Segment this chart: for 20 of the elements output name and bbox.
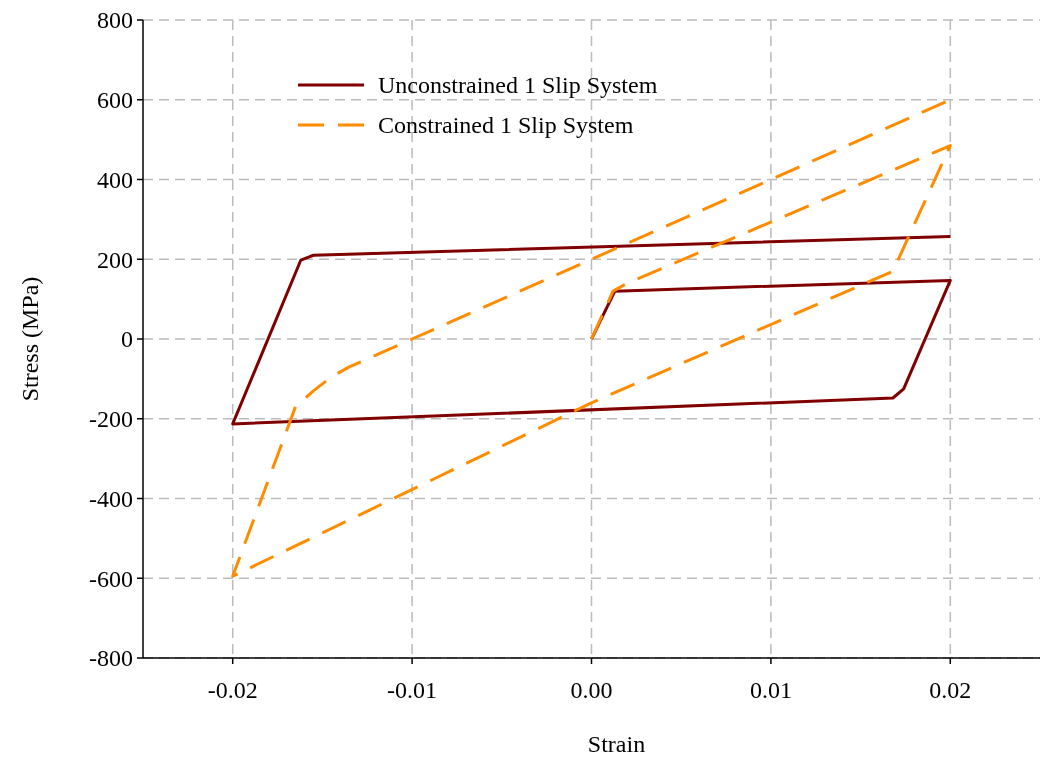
y-tick-label: 0 [121,326,133,353]
y-tick-label: 400 [97,166,133,193]
x-tick-label: 0.00 [570,677,613,703]
y-tick-label: 200 [97,246,133,273]
x-tick-label: -0.02 [207,677,258,703]
legend-label: Constrained 1 Slip System [378,112,634,139]
x-tick-label: -0.01 [387,677,438,703]
x-tick-label: 0.01 [749,677,792,703]
y-axis-title: Stress (MPa) [17,276,43,402]
x-tick-label: 0.02 [929,677,972,703]
y-tick-label: -400 [89,485,133,512]
y-tick-label: -200 [89,406,133,433]
y-tick-label: -600 [89,565,133,592]
y-tick-label: 800 [97,7,133,34]
line-series [231,235,952,426]
x-axis-title: Strain [587,731,646,757]
y-tick-label: 600 [97,87,133,114]
legend-label: Unconstrained 1 Slip System [378,72,658,99]
line-series [231,98,952,578]
y-tick-label: -800 [89,645,133,672]
